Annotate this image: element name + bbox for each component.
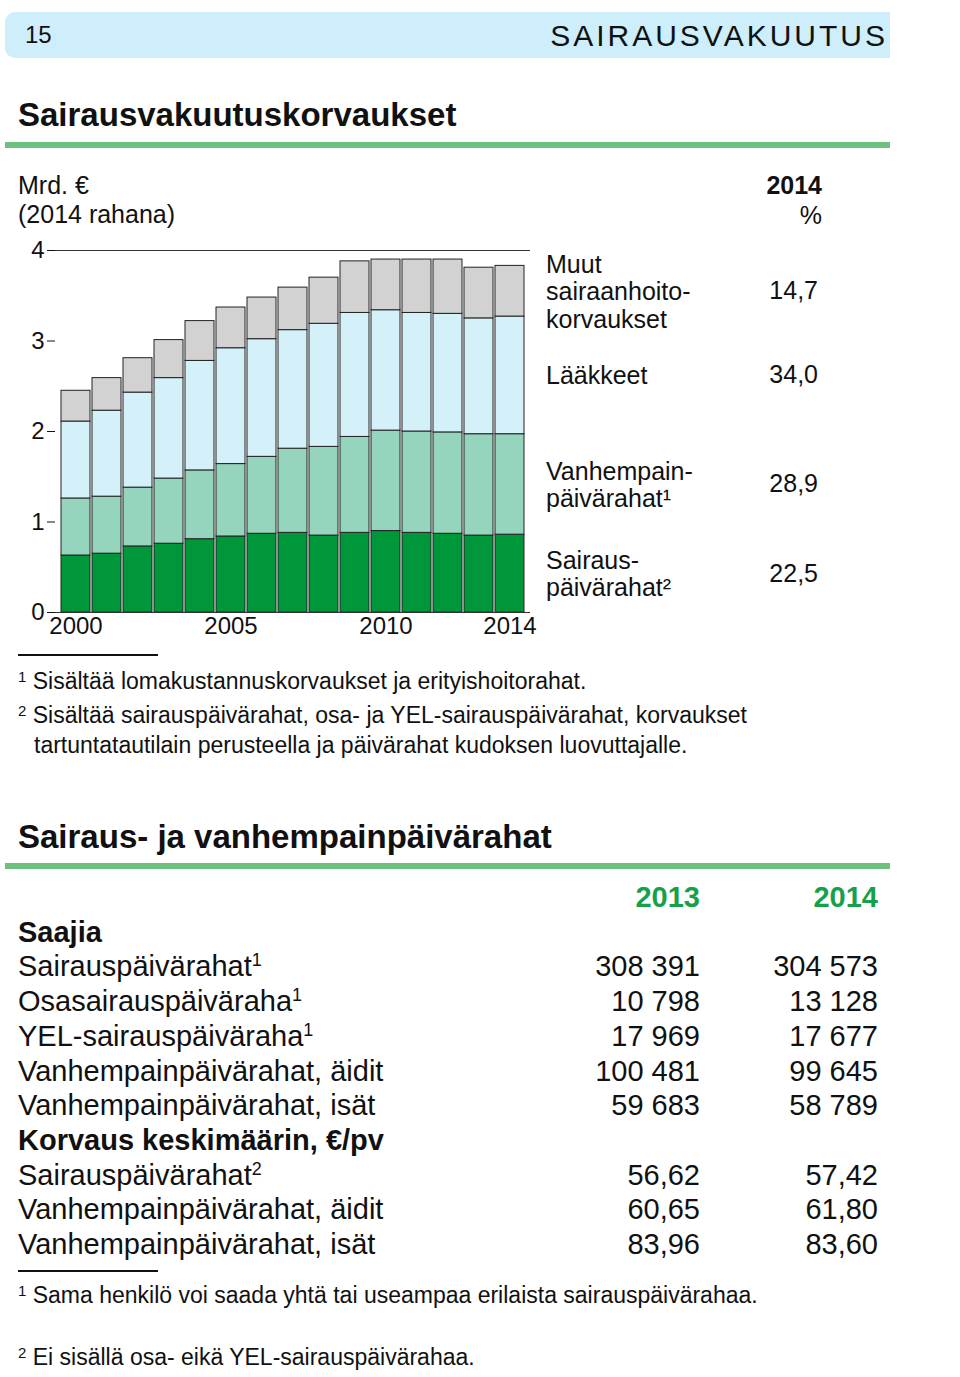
html-text:83,60: 83,60 (805, 1228, 878, 1260)
html-text:Osasairauspäiväraha1: Osasairauspäiväraha1 (18, 985, 303, 1018)
html-text:17 969: 17 969 (611, 1019, 700, 1052)
svg-text:2005: 2005 (204, 612, 257, 639)
svg-text:28,9: 28,9 (769, 469, 818, 497)
html-text:Sairaus- ja vanhempainpäivärah: Sairaus- ja vanhempainpäivärahat (18, 818, 552, 855)
html-text:10 798: 10 798 (611, 985, 700, 1018)
html-text:83,96: 83,96 (627, 1228, 700, 1260)
html-text:Vanhempainpäivärahat, äidit: Vanhempainpäivärahat, äidit (18, 1054, 384, 1087)
html-text:2013: 2013 (635, 881, 700, 913)
html-text:304 573: 304 573 (773, 950, 878, 983)
html-text:Korvaus keskimäärin, €/pv: Korvaus keskimäärin, €/pv (18, 1123, 384, 1156)
html-text:61,80: 61,80 (805, 1193, 878, 1226)
html-text:2Ei sisällä osa- eikä YEL-sair: 2Ei sisällä osa- eikä YEL-sairauspäivära… (18, 1344, 475, 1370)
html-text:Sairauspäivärahat2: Sairauspäivärahat2 (18, 1158, 262, 1191)
html-text:SAIRAUSVAKUUTUS: SAIRAUSVAKUUTUS (550, 19, 888, 52)
html-text:Mrd. € (2014 rahana): Mrd. € (2014 rahana) (18, 171, 176, 228)
svg-text:0: 0 (31, 598, 44, 625)
svg-text:22,5: 22,5 (769, 559, 818, 587)
svg-text:2000: 2000 (49, 612, 102, 639)
html-text:Vanhempainpäivärahat, äidit: Vanhempainpäivärahat, äidit (18, 1193, 384, 1226)
svg-text:2: 2 (31, 417, 44, 444)
html-text:Vanhempainpäivärahat, isät: Vanhempainpäivärahat, isät (18, 1089, 376, 1122)
svg-text:Sairaus-päivärahat²: Sairaus-päivärahat² (546, 546, 671, 602)
html-text:Sairausvakuutuskorvaukset: Sairausvakuutuskorvaukset (18, 96, 457, 133)
html-text:99 645: 99 645 (789, 1054, 878, 1087)
svg-text:14,7: 14,7 (769, 276, 818, 304)
html-text:308 391: 308 391 (595, 950, 700, 983)
html-text:60,65: 60,65 (627, 1193, 700, 1226)
svg-text:Vanhempain-päivärahat¹: Vanhempain-päivärahat¹ (546, 456, 693, 512)
html-text:Saajia: Saajia (18, 915, 102, 948)
html-text:15: 15 (25, 21, 52, 48)
html-text:2014: 2014 (813, 881, 878, 913)
html-text:58 789: 58 789 (789, 1089, 878, 1122)
svg-text:2014: 2014 (483, 612, 536, 639)
svg-text:Muutsairaanhoito-korvaukset: Muutsairaanhoito-korvaukset (546, 250, 691, 333)
svg-text:34,0: 34,0 (769, 360, 818, 388)
svg-text:4: 4 (31, 236, 44, 263)
html-text:13 128: 13 128 (789, 985, 878, 1018)
html-text:2Sisältää sairauspäivärahat, o: 2Sisältää sairauspäivärahat, osa- ja YEL… (18, 702, 747, 758)
html-text:57,42: 57,42 (805, 1158, 878, 1191)
html-text:17 677: 17 677 (789, 1019, 878, 1052)
svg-text:1: 1 (31, 508, 44, 535)
html-text:YEL-sairauspäiväraha1: YEL-sairauspäiväraha1 (18, 1019, 314, 1052)
html-text:1Sama henkilö voi saada yhtä t: 1Sama henkilö voi saada yhtä tai useampa… (18, 1282, 758, 1308)
html-text:100 481: 100 481 (595, 1054, 700, 1087)
html-text:Vanhempainpäivärahat, isät: Vanhempainpäivärahat, isät (18, 1228, 376, 1260)
svg-text:3: 3 (31, 327, 44, 354)
html-text:56,62: 56,62 (627, 1158, 700, 1191)
svg-text:2010: 2010 (359, 612, 412, 639)
html-text:Sairauspäivärahat1: Sairauspäivärahat1 (18, 950, 262, 983)
html-text:1Sisältää lomakustannuskorvauk: 1Sisältää lomakustannuskorvaukset ja eri… (18, 668, 587, 694)
html-text:59 683: 59 683 (611, 1089, 700, 1122)
svg-text:Lääkkeet: Lääkkeet (546, 361, 648, 389)
html-text:2014: 2014 (766, 171, 822, 199)
